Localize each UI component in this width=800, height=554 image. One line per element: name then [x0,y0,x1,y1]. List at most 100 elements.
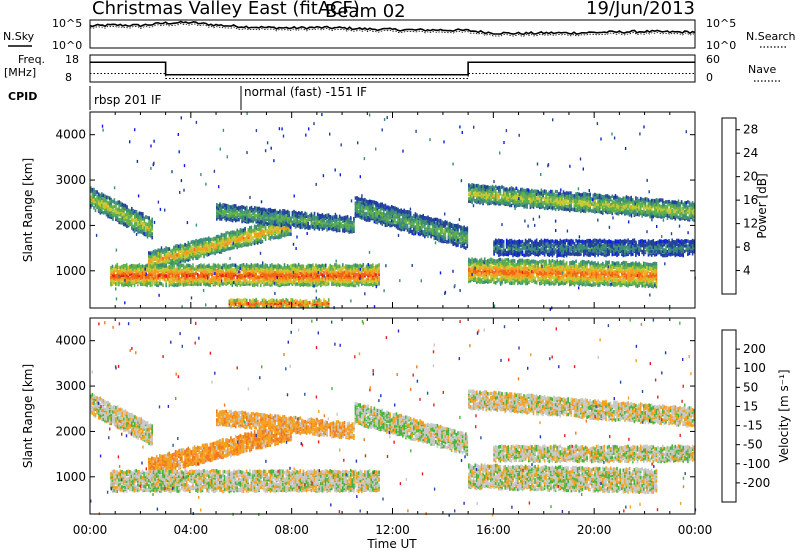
heatmap-cell [206,237,208,241]
heatmap-cell [244,226,246,231]
heatmap-cell [116,279,119,283]
heatmap-cell [334,266,336,270]
heatmap-cell [288,227,291,231]
heatmap-cell [159,265,161,270]
heatmap-cell [174,269,177,273]
heatmap-cell [228,216,231,220]
heatmap-cell [110,207,113,212]
heatmap-cell [135,270,137,274]
heatmap-cell [206,269,208,273]
heatmap-cell [302,217,305,222]
heatmap-cell [370,266,372,270]
heatmap-cell [255,269,257,274]
heatmap-cell [394,223,396,228]
heatmap-cell [249,241,251,246]
nsearch-series-line [89,23,696,37]
heatmap-cell [105,198,108,202]
heatmap-cell [138,223,141,228]
heatmap-cell [302,278,305,282]
heatmap-cell [439,233,442,237]
heatmap-cell [361,197,363,201]
heatmap-cell [272,220,275,224]
heatmap-cell [379,202,382,206]
heatmap-cell [204,246,207,250]
heatmap-cell [155,249,158,254]
heatmap-cell [140,226,142,230]
heatmap-cell [288,279,290,284]
nave-series-line [90,73,695,79]
heatmap-cell [435,231,437,235]
heatmap-cell [113,266,115,271]
heatmap-cell [138,215,141,220]
heatmap-cell [394,212,396,217]
heatmap-cell [236,278,238,282]
heatmap-cell [184,280,186,285]
heatmap-cell [233,275,235,279]
heatmap-cell [449,235,451,239]
heatmap-cell [398,209,401,213]
heatmap-cell [171,283,174,287]
heatmap-cell [173,268,175,272]
heatmap-cell [321,222,324,227]
heatmap-cell [268,233,270,237]
cpid-label: CPID [8,90,37,103]
heatmap-cell [173,256,175,261]
heatmap-cell [279,235,281,240]
heatmap-cell [225,233,227,238]
heatmap-cell [261,271,264,275]
heatmap-cell [107,195,109,200]
heatmap-cell [304,303,306,307]
heatmap-cell [266,228,268,233]
heatmap-cell [267,280,270,285]
heatmap-cell [249,302,251,306]
heatmap-cell [302,264,305,268]
heatmap-cell [238,298,240,302]
heatmap-cell [390,205,393,209]
heatmap-cell [329,263,331,268]
nsky-frame [89,19,696,49]
heatmap-cell [252,282,254,286]
heatmap-cell [123,206,125,210]
heatmap-cell [436,217,439,222]
heatmap-cell [176,267,178,271]
heatmap-cell [253,271,256,275]
heatmap-cell [290,297,292,302]
heatmap-cell [365,278,368,282]
heatmap-cell [223,233,226,237]
heatmap-cell [340,281,343,285]
heatmap-cell [378,203,380,207]
heatmap-cell [231,243,234,248]
heatmap-cell [260,279,262,283]
heatmap-cell [384,213,387,217]
heatmap-cell [214,282,216,287]
heatmap-cell [294,221,297,226]
heatmap-cell [96,194,98,199]
heatmap-cell [241,212,243,216]
heatmap-cell [215,278,218,283]
heatmap-cell [198,242,201,246]
heatmap-cell [111,268,114,272]
heatmap-cell [192,251,194,255]
heatmap-cell [444,233,447,237]
heatmap-cell [288,232,291,236]
heatmap-cell [323,218,325,222]
heatmap-cell [431,231,434,235]
heatmap-cell [198,282,201,286]
heatmap-cell [414,212,417,216]
heatmap-cell [249,281,251,286]
heatmap-cell [297,279,300,283]
heatmap-cell [275,235,278,239]
heatmap-cell [99,205,102,210]
heatmap-cell [414,216,417,221]
heatmap-cell [196,242,199,246]
heatmap-cell [416,227,418,231]
heatmap-cell [327,281,330,286]
heatmap-cell [123,222,125,227]
heatmap-cell [313,217,316,221]
heatmap-cell [236,298,239,302]
heatmap-cell [256,232,259,237]
heatmap-cell [141,273,144,277]
heatmap-cell [151,259,153,263]
heatmap-cell [431,218,434,222]
heatmap-cell [159,273,161,277]
